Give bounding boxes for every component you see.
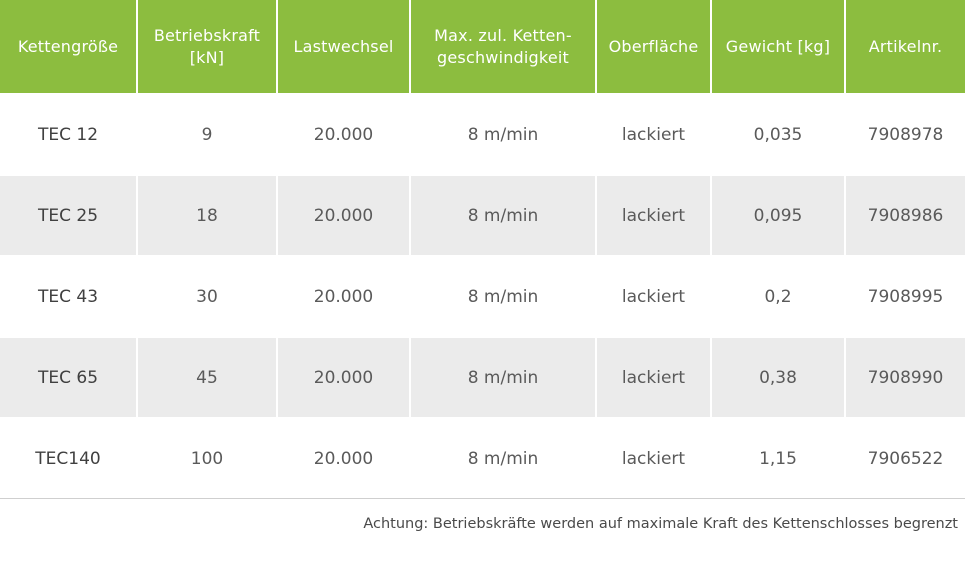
table-row: TEC140 100 20.000 8 m/min lackiert 1,15 … bbox=[0, 417, 965, 498]
header-gewicht: Gewicht [kg] bbox=[710, 0, 845, 94]
table-row: TEC 65 45 20.000 8 m/min lackiert 0,38 7… bbox=[0, 336, 965, 418]
cell-oberflaeche: lackiert bbox=[595, 336, 711, 418]
cell-geschwindigkeit: 8 m/min bbox=[409, 255, 596, 337]
cell-lastwechsel: 20.000 bbox=[276, 174, 410, 256]
table-row: TEC 43 30 20.000 8 m/min lackiert 0,2 79… bbox=[0, 255, 965, 337]
cell-lastwechsel: 20.000 bbox=[276, 336, 410, 418]
cell-oberflaeche: lackiert bbox=[595, 174, 711, 256]
cell-gewicht: 0,38 bbox=[710, 336, 845, 418]
cell-oberflaeche: lackiert bbox=[595, 255, 711, 337]
header-oberflaeche: Oberfläche bbox=[595, 0, 711, 94]
cell-artikelnr: 7908990 bbox=[844, 336, 965, 418]
footnote: Achtung: Betriebskräfte werden auf maxim… bbox=[363, 516, 958, 532]
cell-artikelnr: 7908978 bbox=[844, 93, 965, 175]
cell-betriebskraft: 9 bbox=[136, 93, 277, 175]
header-kettengroesse: Kettengröße bbox=[0, 0, 137, 94]
chain-spec-table: Kettengröße Betriebskraft [kN] Lastwechs… bbox=[0, 0, 965, 498]
cell-artikelnr: 7908995 bbox=[844, 255, 965, 337]
cell-kettengroesse: TEC 12 bbox=[0, 93, 137, 175]
cell-betriebskraft: 30 bbox=[136, 255, 277, 337]
cell-kettengroesse: TEC 25 bbox=[0, 174, 137, 256]
cell-geschwindigkeit: 8 m/min bbox=[409, 93, 596, 175]
cell-artikelnr: 7906522 bbox=[844, 417, 965, 498]
cell-gewicht: 0,2 bbox=[710, 255, 845, 337]
cell-lastwechsel: 20.000 bbox=[276, 255, 410, 337]
cell-gewicht: 1,15 bbox=[710, 417, 845, 498]
header-row: Kettengröße Betriebskraft [kN] Lastwechs… bbox=[0, 0, 965, 94]
cell-betriebskraft: 18 bbox=[136, 174, 277, 256]
cell-kettengroesse: TEC 43 bbox=[0, 255, 137, 337]
table-row: TEC 25 18 20.000 8 m/min lackiert 0,095 … bbox=[0, 174, 965, 256]
cell-betriebskraft: 45 bbox=[136, 336, 277, 418]
header-kettengeschwindigkeit: Max. zul. Ketten- geschwindigkeit bbox=[409, 0, 596, 94]
cell-lastwechsel: 20.000 bbox=[276, 93, 410, 175]
cell-betriebskraft: 100 bbox=[136, 417, 277, 498]
cell-lastwechsel: 20.000 bbox=[276, 417, 410, 498]
header-lastwechsel: Lastwechsel bbox=[276, 0, 410, 94]
cell-kettengroesse: TEC 65 bbox=[0, 336, 137, 418]
cell-kettengroesse: TEC140 bbox=[0, 417, 137, 498]
cell-geschwindigkeit: 8 m/min bbox=[409, 174, 596, 256]
cell-geschwindigkeit: 8 m/min bbox=[409, 417, 596, 498]
header-artikelnr: Artikelnr. bbox=[844, 0, 965, 94]
table-row: TEC 12 9 20.000 8 m/min lackiert 0,035 7… bbox=[0, 93, 965, 175]
header-betriebskraft: Betriebskraft [kN] bbox=[136, 0, 277, 94]
cell-oberflaeche: lackiert bbox=[595, 93, 711, 175]
table-bottom-divider bbox=[0, 498, 965, 499]
cell-oberflaeche: lackiert bbox=[595, 417, 711, 498]
cell-artikelnr: 7908986 bbox=[844, 174, 965, 256]
cell-geschwindigkeit: 8 m/min bbox=[409, 336, 596, 418]
cell-gewicht: 0,095 bbox=[710, 174, 845, 256]
cell-gewicht: 0,035 bbox=[710, 93, 845, 175]
